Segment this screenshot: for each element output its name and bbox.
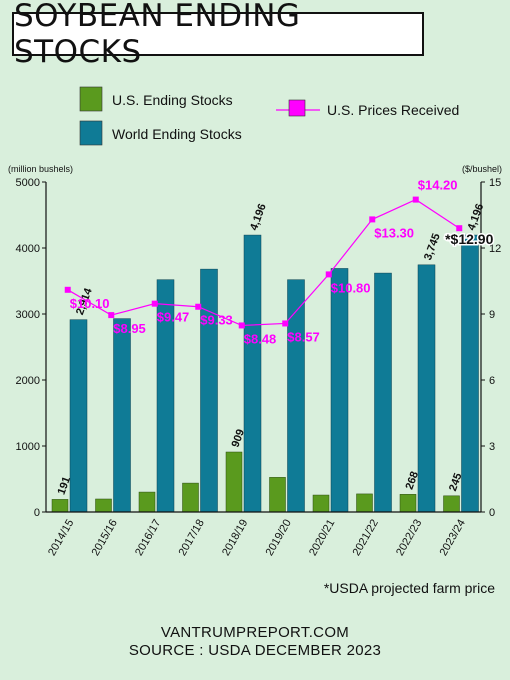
price-label: $8.48: [244, 331, 277, 346]
price-marker: [325, 271, 332, 278]
bar-us: [138, 491, 156, 513]
price-marker: [195, 303, 202, 310]
price-marker: [108, 312, 115, 319]
bar-world: [287, 279, 305, 513]
left-tick-label: 5000: [16, 177, 40, 189]
legend-label-price: U.S. Prices Received: [327, 102, 459, 118]
bar-world: [200, 268, 218, 513]
category-label: 2017/18: [177, 518, 207, 558]
bar-label-world: 4,196: [466, 202, 487, 232]
bar-label-us: 268: [404, 470, 422, 491]
price-line: [67, 198, 460, 327]
left-tick-label: 3000: [16, 309, 40, 321]
price-label-halo: *$12.90: [445, 231, 493, 247]
bar-us: [95, 498, 112, 513]
category-label: 2020/21: [307, 518, 337, 558]
footer-source: SOURCE : USDA DECEMBER 2023: [128, 642, 382, 659]
right-tick-label: 6: [489, 375, 495, 387]
price-label: $14.20: [418, 178, 458, 193]
left-tick-label: 1000: [16, 441, 40, 453]
left-tick-label: 2000: [16, 375, 40, 387]
bar-us: [269, 477, 286, 513]
bar-us: [356, 493, 373, 513]
bar-world: [243, 234, 262, 513]
bar-us: [443, 495, 460, 513]
price-label: $9.47: [157, 310, 190, 325]
price-marker: [369, 216, 376, 223]
bar-world: [113, 318, 131, 513]
right-tick-label: 15: [489, 177, 501, 189]
category-label: 2022/23: [394, 518, 424, 558]
chart-title: SOYBEAN ENDING STOCKS: [14, 0, 301, 70]
footnote: *USDA projected farm price: [323, 580, 495, 596]
price-label: $8.95: [113, 321, 146, 336]
right-tick-label: 12: [489, 243, 501, 255]
category-label: 2021/22: [351, 518, 381, 558]
legend-label-world: World Ending Stocks: [112, 126, 242, 142]
price-label: $10.10: [70, 296, 110, 311]
price-marker: [282, 320, 289, 327]
bar-us: [225, 451, 243, 513]
bar-world: [374, 272, 392, 513]
category-label: 2014/15: [46, 518, 76, 558]
category-label: 2016/17: [133, 518, 163, 558]
bar-world: [69, 319, 88, 513]
bar-label-world: 3,745: [422, 232, 443, 262]
right-tick-label: 9: [489, 309, 495, 321]
bar-label-us: 245: [447, 471, 465, 492]
bar-us: [51, 499, 69, 513]
left-tick-label: 4000: [16, 243, 40, 255]
right-tick-label: 3: [489, 441, 495, 453]
price-marker: [456, 225, 463, 232]
price-label: $8.57: [287, 329, 320, 344]
bar-us: [312, 494, 330, 513]
bar-world: [461, 234, 479, 513]
price-marker: [412, 196, 419, 203]
category-label: 2023/24: [438, 518, 468, 558]
price-label: $10.80: [331, 280, 371, 295]
category-label: 2019/20: [264, 518, 294, 558]
price-marker: [151, 300, 158, 307]
bar-label-us: 909: [230, 428, 248, 449]
price-label: $9.33: [200, 313, 233, 328]
bar-label-world: 4,196: [248, 202, 269, 232]
footer-site: VANTRUMPREPORT.COM: [160, 624, 350, 641]
legend-swatch-us: [79, 86, 103, 112]
legend-marker-price: [288, 99, 306, 117]
right-axis-label: ($/bushel): [462, 164, 502, 174]
legend-swatch-world: [79, 120, 103, 146]
price-marker: [238, 322, 245, 329]
left-tick-label: 0: [34, 507, 40, 519]
category-label: 2015/16: [90, 518, 120, 558]
price-label: $13.30: [374, 225, 414, 240]
title-box: SOYBEAN ENDING STOCKS: [12, 0, 424, 70]
left-axis-label: (million bushels): [8, 164, 73, 174]
bar-label-us: 191: [56, 475, 74, 496]
bar-world: [330, 268, 349, 513]
bar-us: [399, 494, 417, 513]
category-label: 2018/19: [220, 518, 250, 558]
legend-label-us: U.S. Ending Stocks: [112, 92, 233, 108]
right-tick-label: 0: [489, 507, 495, 519]
price-label: *$12.90: [445, 231, 493, 247]
price-marker: [64, 286, 71, 293]
bar-us: [182, 482, 199, 513]
